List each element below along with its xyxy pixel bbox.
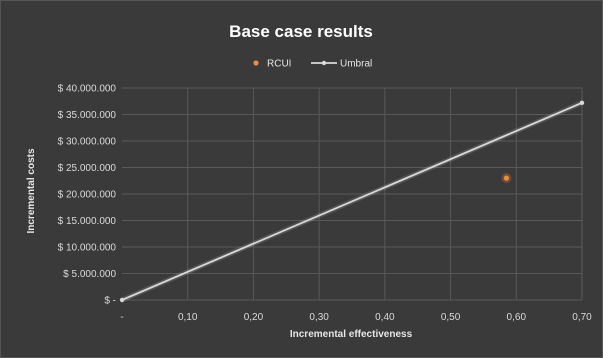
x-axis-ticks: - 0,10 0,20 0,30 0,40 0,50 0,60 0,70 xyxy=(120,312,592,323)
y-tick-label: $ 20.000.000 xyxy=(58,190,117,201)
legend-umbral-swatch-dot xyxy=(321,60,327,66)
umbral-line-point xyxy=(119,297,125,303)
x-tick-label: 0,20 xyxy=(244,312,264,323)
x-tick-label: 0,10 xyxy=(178,312,198,323)
x-tick-label: 0,50 xyxy=(441,312,461,323)
data-series xyxy=(119,100,585,303)
y-tick-label: $ 10.000.000 xyxy=(58,243,117,254)
gridlines xyxy=(122,87,583,301)
umbral-line-point xyxy=(579,100,585,106)
x-tick-label: 0,60 xyxy=(507,312,527,323)
y-tick-label: $ 30.000.000 xyxy=(58,137,117,148)
x-tick-label: 0,70 xyxy=(572,312,592,323)
y-axis-title: Incremental costs xyxy=(26,148,37,233)
chart-title: Base case results xyxy=(229,22,373,41)
legend-rcui-label: RCUI xyxy=(267,59,291,70)
x-tick-label: - xyxy=(120,312,123,323)
umbral-line xyxy=(121,102,583,301)
y-tick-label: $ 15.000.000 xyxy=(58,216,117,227)
rcui-point xyxy=(503,175,510,181)
legend-rcui-swatch xyxy=(253,60,259,66)
y-tick-label: $ 25.000.000 xyxy=(58,163,117,174)
y-tick-label: $ - xyxy=(104,296,116,307)
x-axis-title: Incremental effectiveness xyxy=(290,329,413,340)
y-tick-label: $ 5.000.000 xyxy=(63,269,116,280)
y-axis-ticks: $ - $ 5.000.000 $ 10.000.000 $ 15.000.000 $ … xyxy=(58,84,117,307)
legend-umbral-label: Umbral xyxy=(340,59,372,70)
y-tick-label: $ 40.000.000 xyxy=(58,84,117,95)
x-tick-label: 0,40 xyxy=(375,312,395,323)
y-tick-label: $ 35.000.000 xyxy=(58,110,117,121)
legend: RCUI Umbral xyxy=(253,59,372,70)
x-tick-label: 0,30 xyxy=(309,312,329,323)
